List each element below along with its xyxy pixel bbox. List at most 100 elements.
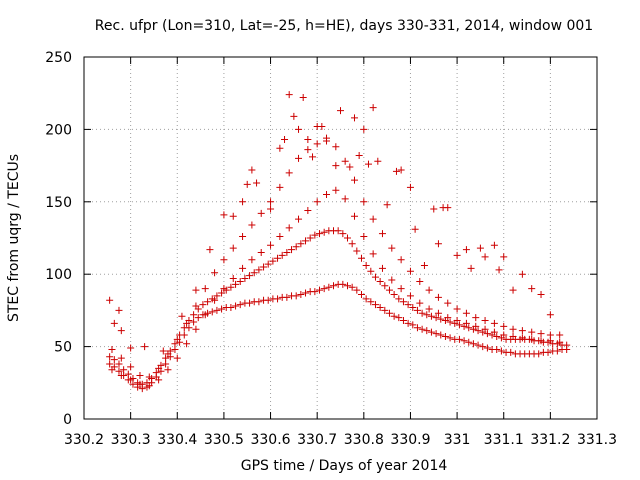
y-tick-label: 200	[45, 122, 72, 138]
data-point	[236, 277, 244, 285]
data-point	[369, 215, 377, 223]
data-point	[406, 183, 414, 191]
data-point	[248, 256, 256, 264]
data-point	[467, 264, 475, 272]
data-point	[392, 167, 400, 175]
data-point	[397, 166, 405, 174]
data-point	[357, 254, 365, 262]
data-point	[334, 227, 342, 235]
chart-title: Rec. ufpr (Lon=310, Lat=-25, h=HE), days…	[95, 18, 593, 34]
data-point	[106, 360, 114, 368]
data-point	[528, 328, 536, 336]
data-point	[246, 272, 254, 280]
data-point	[173, 354, 181, 362]
data-point	[432, 330, 440, 338]
data-point	[343, 282, 351, 290]
data-point	[127, 363, 135, 371]
data-point	[537, 290, 545, 298]
data-point	[332, 186, 340, 194]
data-point	[255, 266, 263, 274]
data-point	[409, 321, 417, 329]
data-point	[311, 288, 319, 296]
x-tick-label: 330.9	[390, 432, 430, 448]
data-point	[267, 241, 275, 249]
data-point	[481, 253, 489, 261]
data-point	[339, 280, 347, 288]
x-tick-label: 331.1	[484, 432, 524, 448]
data-point	[341, 157, 349, 165]
data-point	[383, 201, 391, 209]
data-point	[390, 290, 398, 298]
data-point	[353, 286, 361, 294]
data-point	[399, 317, 407, 325]
data-point	[192, 302, 200, 310]
data-point	[194, 314, 202, 322]
data-point	[462, 246, 470, 254]
data-point	[285, 224, 293, 232]
data-point	[201, 285, 209, 293]
data-point	[472, 314, 480, 322]
data-point	[355, 151, 363, 159]
data-point	[288, 246, 296, 254]
data-point	[313, 198, 321, 206]
data-point	[229, 275, 237, 283]
data-point	[267, 198, 275, 206]
data-point	[241, 275, 249, 283]
data-point	[110, 356, 118, 364]
data-point	[229, 212, 237, 220]
data-point	[381, 306, 389, 314]
data-point	[257, 209, 265, 217]
data-point	[115, 360, 123, 368]
data-point	[563, 341, 571, 349]
data-point	[127, 376, 135, 384]
data-point	[483, 330, 491, 338]
data-point	[302, 289, 310, 297]
data-point	[145, 373, 153, 381]
data-point	[264, 296, 272, 304]
data-point	[164, 366, 172, 374]
data-point	[229, 244, 237, 252]
data-point	[399, 298, 407, 306]
data-point	[430, 205, 438, 213]
data-point	[330, 282, 338, 290]
data-point	[192, 325, 200, 333]
data-point	[341, 195, 349, 203]
data-point	[246, 299, 254, 307]
data-point	[423, 311, 431, 319]
data-point	[544, 348, 552, 356]
data-point	[248, 166, 256, 174]
data-point	[413, 324, 421, 332]
data-point	[239, 198, 247, 206]
data-point	[416, 299, 424, 307]
data-point	[248, 221, 256, 229]
data-point	[183, 340, 191, 348]
data-point	[239, 264, 247, 272]
data-point	[337, 107, 344, 115]
data-point	[155, 376, 163, 384]
data-point	[348, 240, 356, 248]
data-point	[360, 198, 368, 206]
data-point	[369, 104, 377, 112]
data-point	[232, 302, 240, 310]
data-point	[120, 366, 128, 374]
data-point	[276, 233, 284, 241]
data-point	[199, 301, 207, 309]
data-point	[285, 169, 293, 177]
data-point	[350, 114, 358, 122]
data-point	[371, 301, 379, 309]
data-point	[227, 283, 235, 291]
data-point	[320, 228, 328, 236]
x-tick-label: 330.4	[157, 432, 197, 448]
data-point	[176, 331, 184, 339]
data-point	[323, 191, 331, 199]
data-point	[313, 140, 321, 148]
data-point	[325, 283, 333, 291]
data-point	[500, 322, 508, 330]
data-point	[136, 372, 144, 380]
data-point	[472, 322, 480, 330]
data-point	[299, 94, 307, 102]
data-point	[350, 176, 358, 184]
data-point	[283, 248, 291, 256]
data-point	[348, 283, 356, 291]
data-point	[353, 247, 361, 255]
